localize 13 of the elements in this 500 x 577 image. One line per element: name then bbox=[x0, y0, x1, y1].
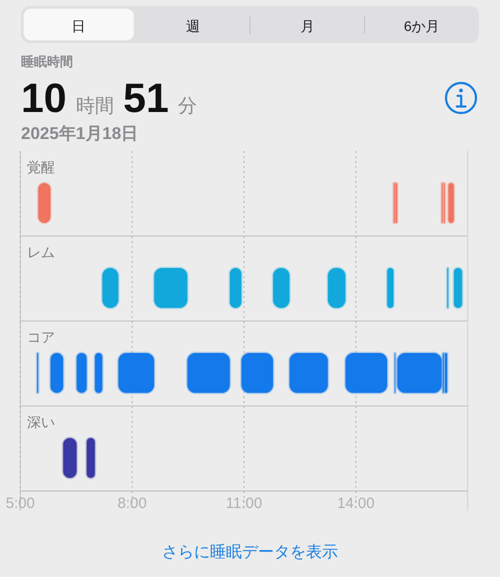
y-tick-label: コア bbox=[27, 329, 55, 345]
text: 2025年1月18日 bbox=[21, 124, 138, 143]
y-tick-label: 覚醒 bbox=[27, 159, 55, 175]
chart-title: 睡眠時間 bbox=[21, 54, 73, 69]
y-tick-label: レム bbox=[27, 244, 55, 260]
y-tick-label: 深い bbox=[27, 414, 55, 430]
x-tick-label: 11:00 bbox=[226, 495, 262, 512]
chart-subtitle: 10 時間 51 分 bbox=[21, 75, 198, 121]
x-tick-label: 8:00 bbox=[118, 495, 147, 512]
x-tick-label: 14:00 bbox=[337, 495, 375, 512]
segmented-control: 日 週 月 6か月 bbox=[21, 6, 479, 43]
x-tick-label: 5:00 bbox=[6, 495, 35, 512]
text: さらに睡眠データを表示 bbox=[162, 543, 338, 561]
